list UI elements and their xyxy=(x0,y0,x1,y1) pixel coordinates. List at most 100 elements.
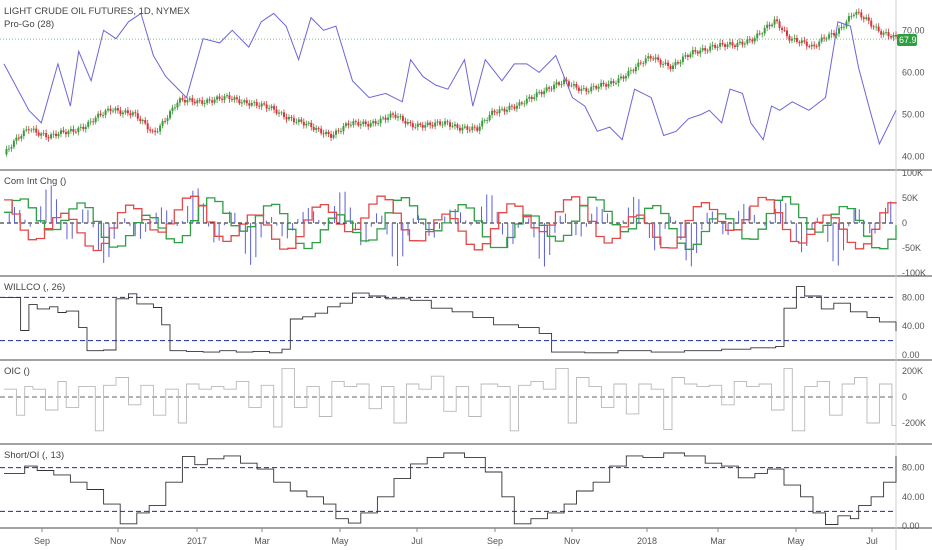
candle-up xyxy=(647,56,650,59)
candle-up xyxy=(42,133,45,134)
candle-up xyxy=(793,37,796,39)
candle-up xyxy=(761,33,764,35)
candle-down xyxy=(275,109,278,114)
candle-up xyxy=(525,98,528,104)
candle-down xyxy=(337,130,340,132)
candle-up xyxy=(107,108,110,111)
candle-down xyxy=(895,34,897,37)
candle-up xyxy=(441,124,444,126)
candle-up xyxy=(672,65,674,69)
candle-down xyxy=(354,121,357,123)
candle-down xyxy=(468,129,471,131)
candle-down xyxy=(667,62,670,67)
candle-up xyxy=(344,123,347,127)
candle-down xyxy=(493,110,496,113)
candle-down xyxy=(768,24,771,27)
candle-up xyxy=(102,115,105,116)
candle-up xyxy=(662,64,665,65)
candle-up xyxy=(535,92,538,98)
candle-down xyxy=(602,82,605,85)
candle-up xyxy=(79,126,82,128)
candle-up xyxy=(453,124,456,127)
candle-down xyxy=(813,44,816,47)
pro-go-title: Pro-Go (28) xyxy=(4,19,54,30)
candle-down xyxy=(273,106,276,110)
candle-up xyxy=(486,120,489,122)
candle-up xyxy=(689,54,692,57)
price-tick-label: 40.00 xyxy=(902,152,925,162)
candle-up xyxy=(719,43,722,47)
oic-tick-label: 0 xyxy=(902,392,907,402)
com-int-red-line xyxy=(4,195,897,252)
candle-down xyxy=(404,120,407,124)
candle-up xyxy=(307,122,310,124)
candle-up xyxy=(624,76,627,79)
candle-down xyxy=(193,101,196,104)
candle-up xyxy=(597,86,600,89)
candle-down xyxy=(456,124,459,128)
price-tick-label: 70.00 xyxy=(902,25,925,35)
candle-up xyxy=(515,105,518,109)
candle-down xyxy=(45,133,48,138)
candle-up xyxy=(716,46,719,48)
com-int-tick-label: -50K xyxy=(902,243,921,253)
candle-down xyxy=(431,125,434,127)
candle-down xyxy=(776,19,779,22)
candle-down xyxy=(263,103,266,105)
candle-down xyxy=(265,104,268,109)
candle-up xyxy=(97,113,100,118)
time-axis-label: Nov xyxy=(564,536,581,546)
candle-down xyxy=(704,48,707,51)
candle-up xyxy=(12,140,15,148)
candle-up xyxy=(69,129,72,132)
willco-tick-label: 0.00 xyxy=(902,350,920,360)
short-oi-tick-label: 80.00 xyxy=(902,463,925,473)
time-axis-label: Nov xyxy=(110,536,127,546)
candle-up xyxy=(196,100,199,104)
price-tick-label: 50.00 xyxy=(902,109,925,119)
candle-down xyxy=(126,110,129,114)
candle-up xyxy=(634,66,637,72)
candle-down xyxy=(198,100,201,102)
candle-up xyxy=(771,24,774,27)
candle-up xyxy=(501,108,504,110)
candle-down xyxy=(35,128,38,133)
candle-up xyxy=(629,70,632,72)
candle-down xyxy=(751,39,754,42)
candle-down xyxy=(74,131,77,133)
candle-down xyxy=(669,66,672,69)
candle-down xyxy=(513,106,516,109)
candle-up xyxy=(226,95,228,97)
candle-up xyxy=(726,44,729,47)
candle-down xyxy=(686,55,689,57)
candle-down xyxy=(181,98,184,100)
candle-up xyxy=(377,123,380,125)
oic-pane: 200K 0 -200K xyxy=(0,366,926,432)
candle-down xyxy=(575,83,578,88)
candle-down xyxy=(721,43,724,45)
candle-down xyxy=(109,108,112,112)
candle-down xyxy=(458,127,461,131)
candle-down xyxy=(476,127,479,131)
time-axis-label: Sep xyxy=(487,536,503,546)
com-int-tick-label: 50K xyxy=(902,193,918,203)
candle-up xyxy=(260,103,263,107)
candle-up xyxy=(206,99,209,104)
candle-up xyxy=(5,148,8,155)
com-int-tick-label: 0 xyxy=(902,218,907,228)
candle-up xyxy=(240,102,243,104)
candle-up xyxy=(681,56,684,62)
candle-up xyxy=(280,112,283,114)
oic-tick-label: 200K xyxy=(902,366,923,376)
time-axis-label: Jul xyxy=(411,536,423,546)
candle-up xyxy=(738,41,741,43)
candle-up xyxy=(342,126,345,132)
candle-up xyxy=(278,112,281,114)
candle-up xyxy=(845,21,848,27)
candle-down xyxy=(255,102,258,106)
candle-down xyxy=(292,117,295,123)
candle-up xyxy=(77,127,80,133)
candle-up xyxy=(865,17,868,20)
candle-down xyxy=(639,62,642,64)
